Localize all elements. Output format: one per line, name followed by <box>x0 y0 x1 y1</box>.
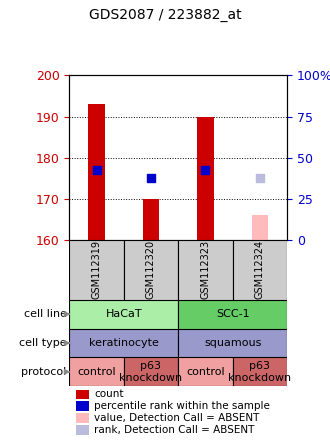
Text: p63
knockdown: p63 knockdown <box>228 361 291 383</box>
Bar <box>197 117 214 240</box>
Text: HaCaT: HaCaT <box>106 309 142 319</box>
Text: squamous: squamous <box>204 338 261 348</box>
Text: GSM112319: GSM112319 <box>91 240 102 299</box>
Text: SCC-1: SCC-1 <box>216 309 249 319</box>
Point <box>148 174 154 182</box>
Bar <box>143 199 159 240</box>
Text: control: control <box>186 367 225 377</box>
Text: control: control <box>77 367 116 377</box>
Point <box>257 174 263 182</box>
Bar <box>178 357 233 386</box>
Text: cell line: cell line <box>23 309 67 319</box>
Text: value, Detection Call = ABSENT: value, Detection Call = ABSENT <box>94 413 259 423</box>
Text: protocol: protocol <box>21 367 67 377</box>
Text: keratinocyte: keratinocyte <box>89 338 159 348</box>
Text: rank, Detection Call = ABSENT: rank, Detection Call = ABSENT <box>94 425 254 435</box>
Bar <box>178 329 287 357</box>
Text: percentile rank within the sample: percentile rank within the sample <box>94 401 270 411</box>
Bar <box>124 240 178 300</box>
Bar <box>178 300 287 329</box>
Text: GSM112324: GSM112324 <box>255 240 265 299</box>
Bar <box>88 104 105 240</box>
Bar <box>124 357 178 386</box>
Text: count: count <box>94 389 123 400</box>
Bar <box>252 215 268 240</box>
Point <box>94 166 99 174</box>
Bar <box>178 240 233 300</box>
Bar <box>69 240 124 300</box>
Point <box>203 166 208 174</box>
Bar <box>69 300 178 329</box>
Text: GSM112323: GSM112323 <box>200 240 211 299</box>
Bar <box>69 329 178 357</box>
Text: GSM112320: GSM112320 <box>146 240 156 299</box>
Text: GDS2087 / 223882_at: GDS2087 / 223882_at <box>89 8 241 22</box>
Text: cell type: cell type <box>19 338 67 348</box>
Bar <box>233 357 287 386</box>
Bar <box>69 357 124 386</box>
Bar <box>233 240 287 300</box>
Text: p63
knockdown: p63 knockdown <box>119 361 182 383</box>
